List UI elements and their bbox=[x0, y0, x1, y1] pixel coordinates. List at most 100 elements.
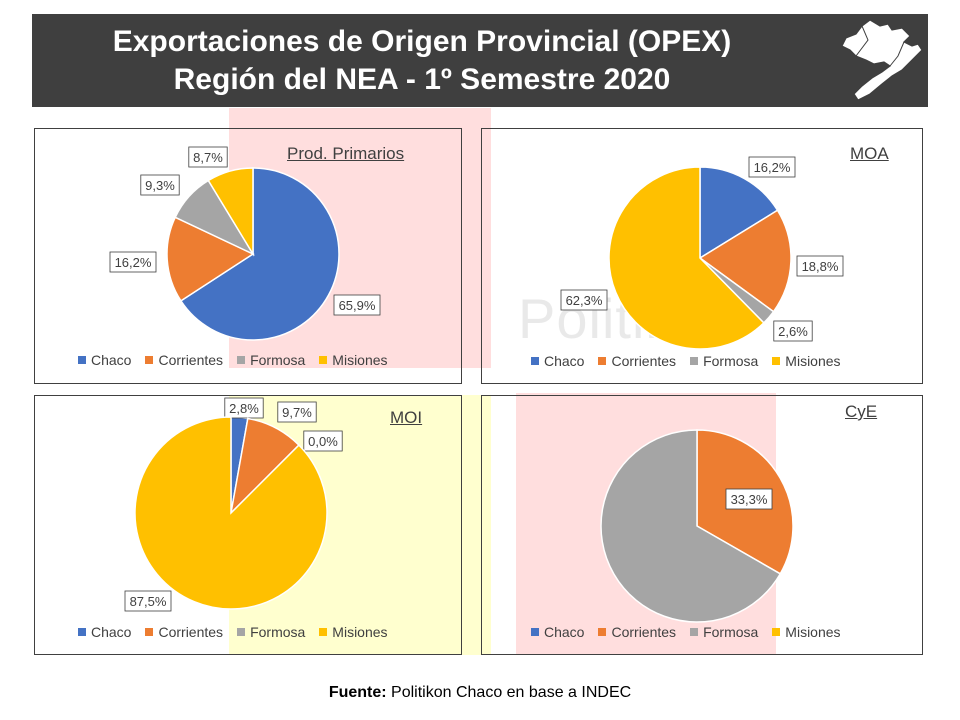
legend-item-formosa: Formosa bbox=[237, 624, 305, 640]
pie-2-slice-misiones bbox=[134, 416, 328, 610]
svg-text:16,2%: 16,2% bbox=[115, 255, 152, 270]
legend-item-corrientes: Corrientes bbox=[598, 353, 676, 369]
svg-text:0,0%: 0,0% bbox=[308, 434, 338, 449]
pie-3-slice-formosa bbox=[600, 429, 782, 623]
pie-0-slice-misiones bbox=[207, 167, 254, 257]
legend-swatch-formosa bbox=[237, 356, 246, 364]
source-label: Fuente: bbox=[328, 684, 387, 701]
legend-label-formosa: Formosa bbox=[703, 624, 759, 640]
legend-swatch-chaco bbox=[531, 628, 539, 636]
legend-swatch-corrientes bbox=[598, 357, 607, 365]
legend-label-formosa: Formosa bbox=[250, 352, 306, 368]
svg-text:33,3%: 33,3% bbox=[731, 492, 768, 507]
legend-label-misiones: Misiones bbox=[332, 624, 388, 640]
pie-1-slice-corrientes bbox=[698, 209, 792, 313]
legend-item-chaco: Chaco bbox=[531, 353, 584, 369]
source-note: Fuente: Politikon Chaco en base a INDEC bbox=[0, 684, 960, 702]
pie-1-slice-misiones bbox=[608, 166, 765, 350]
legend-swatch-formosa bbox=[690, 357, 699, 365]
legend-prod-primarios: Chaco Corrientes Formosa Misiones bbox=[78, 352, 388, 368]
legend-item-misiones: Misiones bbox=[319, 624, 388, 640]
pie-2-label-chaco: 2,8% bbox=[224, 397, 264, 419]
panel-title-moa: MOA bbox=[850, 144, 889, 163]
pie-1-label-formosa: 2,6% bbox=[773, 320, 813, 342]
legend-item-corrientes: Corrientes bbox=[145, 352, 223, 368]
legend-moa: Chaco Corrientes Formosa Misiones bbox=[531, 353, 841, 369]
pie-1-label-chaco: 16,2% bbox=[748, 156, 796, 178]
legend-item-formosa: Formosa bbox=[690, 624, 758, 640]
svg-text:62,3%: 62,3% bbox=[566, 293, 603, 308]
pie-0-slice-chaco bbox=[179, 167, 340, 341]
legend-swatch-chaco bbox=[78, 628, 86, 636]
title-bar: Exportaciones de Origen Provincial (OPEX… bbox=[32, 14, 928, 107]
pie-0-label-formosa: 9,3% bbox=[140, 174, 180, 196]
svg-text:65,9%: 65,9% bbox=[339, 298, 376, 313]
legend-label-chaco: Chaco bbox=[544, 624, 585, 640]
svg-text:9,7%: 9,7% bbox=[282, 405, 312, 420]
legend-swatch-misiones bbox=[772, 628, 781, 636]
legend-item-misiones: Misiones bbox=[772, 624, 841, 640]
legend-swatch-misiones bbox=[772, 357, 781, 365]
legend-label-formosa: Formosa bbox=[703, 353, 759, 369]
pie-0-slice-corrientes bbox=[166, 216, 255, 302]
chart-panel-prod-primarios bbox=[34, 128, 462, 384]
pie-0-label-corrientes: 16,2% bbox=[109, 251, 157, 273]
legend-swatch-chaco bbox=[531, 357, 539, 365]
legend-label-misiones: Misiones bbox=[785, 624, 841, 640]
legend-label-corrientes: Corrientes bbox=[611, 624, 677, 640]
pie-0-label-misiones: 8,7% bbox=[188, 146, 228, 168]
pie-3-label-corrientes: 33,3% bbox=[725, 488, 773, 510]
legend-item-misiones: Misiones bbox=[319, 352, 388, 368]
svg-text:87,5%: 87,5% bbox=[130, 594, 167, 609]
chart-title-line-2: Región del NEA - 1º Semestre 2020 bbox=[173, 63, 671, 96]
pie-1-label-misiones: 62,3% bbox=[560, 289, 608, 311]
legend-label-corrientes: Corrientes bbox=[611, 353, 677, 369]
legend-swatch-corrientes bbox=[145, 356, 154, 364]
legend-swatch-formosa bbox=[237, 628, 246, 636]
legend-label-misiones: Misiones bbox=[332, 352, 388, 368]
legend-swatch-formosa bbox=[690, 628, 699, 636]
panel-title-cye: CyE bbox=[845, 402, 878, 421]
chart-panel-moi bbox=[34, 395, 462, 655]
legend-swatch-corrientes bbox=[145, 628, 154, 636]
svg-text:2,8%: 2,8% bbox=[229, 401, 259, 416]
svg-text:9,3%: 9,3% bbox=[145, 178, 175, 193]
legend-label-misiones: Misiones bbox=[785, 353, 841, 369]
legend-item-chaco: Chaco bbox=[531, 624, 584, 640]
legend-label-chaco: Chaco bbox=[544, 353, 585, 369]
legend-swatch-misiones bbox=[319, 356, 328, 364]
legend-label-corrientes: Corrientes bbox=[158, 624, 224, 640]
svg-text:2,6%: 2,6% bbox=[778, 324, 808, 339]
chart-panel-moa bbox=[481, 128, 923, 384]
legend-item-formosa: Formosa bbox=[690, 353, 758, 369]
legend-item-chaco: Chaco bbox=[78, 624, 131, 640]
pie-0-label-chaco: 65,9% bbox=[333, 294, 381, 316]
legend-label-chaco: Chaco bbox=[91, 624, 132, 640]
legend-swatch-corrientes bbox=[598, 628, 607, 636]
panel-title-moi: MOI bbox=[390, 408, 423, 427]
pie-2-label-misiones: 87,5% bbox=[124, 590, 172, 612]
chart-panel-cye bbox=[481, 395, 923, 655]
pie-1-slice-chaco bbox=[699, 166, 779, 260]
legend-item-misiones: Misiones bbox=[772, 353, 841, 369]
source-text: Politikon Chaco en base a INDEC bbox=[386, 684, 632, 701]
legend-moi: Chaco Corrientes Formosa Misiones bbox=[78, 624, 388, 640]
legend-label-corrientes: Corrientes bbox=[158, 352, 224, 368]
pie-2-label-formosa: 0,0% bbox=[303, 430, 343, 452]
legend-item-chaco: Chaco bbox=[78, 352, 131, 368]
legend-swatch-misiones bbox=[319, 628, 328, 636]
legend-item-corrientes: Corrientes bbox=[598, 624, 676, 640]
pie-2-label-corrientes: 9,7% bbox=[277, 401, 317, 423]
legend-label-formosa: Formosa bbox=[250, 624, 306, 640]
legend-swatch-chaco bbox=[78, 356, 86, 364]
legend-label-chaco: Chaco bbox=[91, 352, 132, 368]
chart-title-line-1: Exportaciones de Origen Provincial (OPEX… bbox=[112, 25, 732, 58]
legend-item-formosa: Formosa bbox=[237, 352, 305, 368]
pie-1-label-corrientes: 18,8% bbox=[796, 255, 844, 277]
svg-text:16,2%: 16,2% bbox=[754, 160, 791, 175]
svg-text:8,7%: 8,7% bbox=[193, 150, 223, 165]
panel-title-prod-primarios: Prod. Primarios bbox=[287, 144, 405, 163]
legend-item-corrientes: Corrientes bbox=[145, 624, 223, 640]
svg-text:18,8%: 18,8% bbox=[802, 259, 839, 274]
